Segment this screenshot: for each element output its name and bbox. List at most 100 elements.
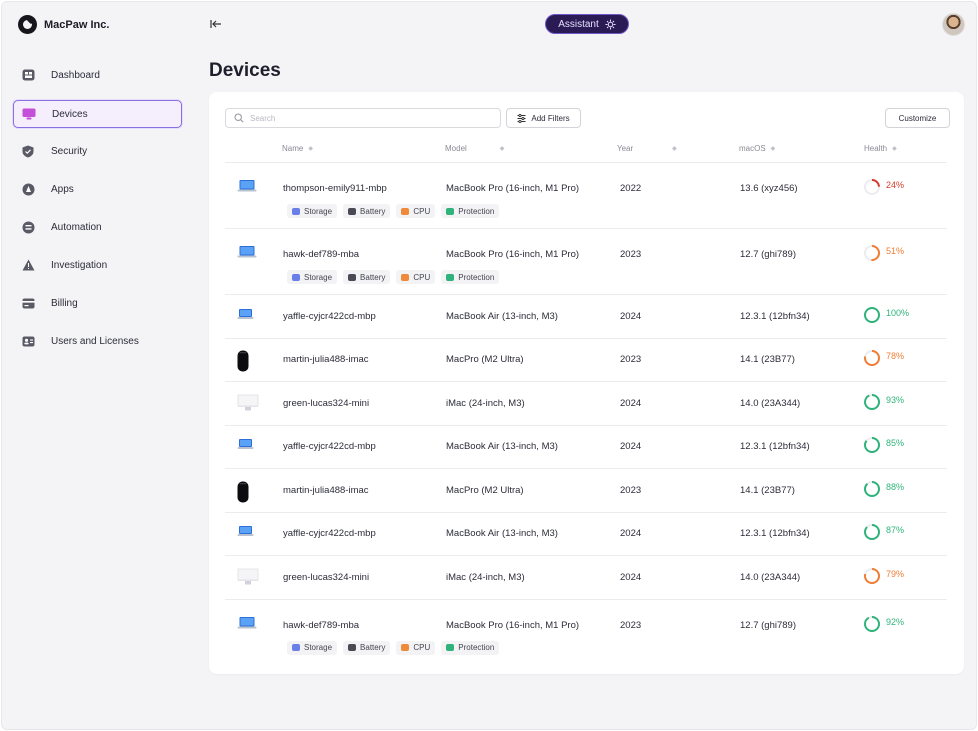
column-header-label: Name xyxy=(282,144,304,153)
monitor-icon xyxy=(22,108,36,120)
health-ring-icon xyxy=(863,615,881,635)
column-header-health[interactable]: Health ◆ xyxy=(864,144,897,153)
mac-pro-icon xyxy=(237,350,249,377)
tag-label: Battery xyxy=(360,272,386,282)
laptop-icon xyxy=(237,524,254,542)
table-row[interactable]: green-lucas324-mini iMac (24-inch, M3) 202… xyxy=(225,556,947,600)
tag-storage[interactable]: Storage xyxy=(287,270,338,284)
device-model: MacBook Air (13-inch, M3) xyxy=(446,310,558,322)
sidebar-item-investigation[interactable]: Investigation xyxy=(13,251,182,279)
tag-cpu[interactable]: CPU xyxy=(396,270,436,284)
device-year: 2022 xyxy=(620,183,642,194)
sidebar-item-label: Security xyxy=(51,145,88,157)
tag-storage[interactable]: Storage xyxy=(287,640,338,655)
imac-icon xyxy=(237,394,259,417)
device-name[interactable]: green-lucas324-mini xyxy=(283,397,370,409)
tag-battery[interactable]: Battery xyxy=(343,270,391,284)
search-icon xyxy=(234,113,244,123)
device-name[interactable]: hawk-def789-mba xyxy=(283,619,360,631)
dashboard-icon xyxy=(21,69,35,81)
search-input[interactable] xyxy=(250,113,490,123)
table-row[interactable]: yaffle-cyjcr422cd-mbp MacBook Air (13-inc… xyxy=(225,295,947,339)
assistant-button[interactable]: Assistant xyxy=(545,14,629,34)
apps-icon xyxy=(21,183,35,195)
column-header-year[interactable]: Year ◆ xyxy=(617,144,677,153)
cpu-icon xyxy=(401,644,410,651)
sidebar-item-dashboard[interactable]: Dashboard xyxy=(13,61,182,89)
table-row[interactable]: yaffle-cyjcr422cd-mbp MacBook Air (13-inc… xyxy=(225,513,947,556)
tag-storage[interactable]: Storage xyxy=(287,204,338,218)
tag-label: CPU xyxy=(413,272,431,282)
device-name[interactable]: thompson-emily911-mbp xyxy=(283,183,387,194)
health-indicator: 51% xyxy=(863,244,904,264)
collapse-sidebar-button[interactable] xyxy=(208,16,224,32)
tag-battery[interactable]: Battery xyxy=(343,640,391,655)
protection-icon xyxy=(446,207,455,215)
sidebar-item-devices[interactable]: Devices xyxy=(13,100,182,128)
tag-protection[interactable]: Protection xyxy=(441,270,500,284)
add-filters-button[interactable]: Add Filters xyxy=(506,108,581,128)
sidebar-item-label: Automation xyxy=(51,221,102,233)
tag-protection[interactable]: Protection xyxy=(441,204,500,218)
device-model: MacBook Air (13-inch, M3) xyxy=(446,441,558,453)
column-header-name[interactable]: Name ◆ xyxy=(282,144,313,153)
column-header-model[interactable]: Model ◆ xyxy=(445,144,504,153)
device-year: 2023 xyxy=(620,249,642,260)
component-tags: Storage Battery CPU Protection xyxy=(287,640,500,655)
health-ring-icon xyxy=(863,567,881,587)
table-row[interactable]: thompson-emily911-mbp MacBook Pro (16-inc… xyxy=(225,163,947,229)
device-name[interactable]: yaffle-cyjcr422cd-mbp xyxy=(283,441,376,453)
device-macos: 12.7 (ghi789) xyxy=(740,619,796,631)
laptop-icon xyxy=(237,437,254,455)
table-row[interactable]: martin-julia488-imac MacPro (M2 Ultra) 202… xyxy=(225,469,947,513)
column-header-label: Model xyxy=(445,144,467,153)
health-ring-icon xyxy=(863,393,881,413)
table-row[interactable]: yaffle-cyjcr422cd-mbp MacBook Air (13-inc… xyxy=(225,426,947,469)
column-header-macos[interactable]: macOS ◆ xyxy=(739,144,775,153)
tag-battery[interactable]: Battery xyxy=(343,204,391,218)
device-name[interactable]: yaffle-cyjcr422cd-mbp xyxy=(283,310,376,322)
device-model: MacBook Air (13-inch, M3) xyxy=(446,528,558,540)
sidebar-item-apps[interactable]: Apps xyxy=(13,175,182,203)
tag-cpu[interactable]: CPU xyxy=(396,204,436,218)
device-model: MacBook Pro (16-inch, M1 Pro) xyxy=(446,249,580,260)
sidebar-item-label: Dashboard xyxy=(51,69,100,81)
device-name[interactable]: green-lucas324-mini xyxy=(283,571,370,583)
sidebar-item-security[interactable]: Security xyxy=(13,137,182,165)
health-ring-icon xyxy=(863,436,881,456)
health-indicator: 79% xyxy=(863,567,904,587)
health-indicator: 78% xyxy=(863,349,904,369)
sidebar-item-label: Billing xyxy=(51,297,78,309)
customize-button[interactable]: Customize xyxy=(885,108,950,128)
device-year: 2023 xyxy=(620,484,642,496)
sidebar-item-label: Apps xyxy=(51,183,74,195)
column-header-label: macOS xyxy=(739,144,766,153)
sidebar-item-automation[interactable]: Automation xyxy=(13,213,182,241)
tag-protection[interactable]: Protection xyxy=(441,640,500,655)
search-box[interactable] xyxy=(225,108,501,128)
sparkle-icon xyxy=(605,19,616,29)
tag-cpu[interactable]: CPU xyxy=(396,640,436,655)
user-avatar[interactable] xyxy=(942,13,965,36)
device-name[interactable]: martin-julia488-imac xyxy=(283,484,369,496)
storage-icon xyxy=(292,207,300,215)
tag-label: Storage xyxy=(304,206,333,216)
device-year: 2023 xyxy=(620,619,642,631)
health-value: 93% xyxy=(886,394,905,405)
brand[interactable]: MacPaw Inc. xyxy=(18,15,109,34)
table-row[interactable]: hawk-def789-mba MacBook Pro (16-inch, M1 … xyxy=(225,600,947,666)
device-name[interactable]: yaffle-cyjcr422cd-mbp xyxy=(283,528,376,540)
cpu-icon xyxy=(401,207,410,215)
storage-icon xyxy=(292,273,300,281)
table-row[interactable]: martin-julia488-imac MacPro (M2 Ultra) 202… xyxy=(225,339,947,382)
device-name[interactable]: martin-julia488-imac xyxy=(283,354,369,366)
assistant-label: Assistant xyxy=(558,18,599,30)
sidebar-item-billing[interactable]: Billing xyxy=(13,289,182,317)
sidebar-item-users-and-licenses[interactable]: Users and Licenses xyxy=(13,327,182,355)
battery-icon xyxy=(348,207,357,215)
device-name[interactable]: hawk-def789-mba xyxy=(283,249,360,260)
table-row[interactable]: green-lucas324-mini iMac (24-inch, M3) 202… xyxy=(225,382,947,426)
device-year: 2024 xyxy=(620,571,642,583)
table-row[interactable]: hawk-def789-mba MacBook Pro (16-inch, M1 … xyxy=(225,229,947,295)
tag-label: Battery xyxy=(360,643,386,652)
